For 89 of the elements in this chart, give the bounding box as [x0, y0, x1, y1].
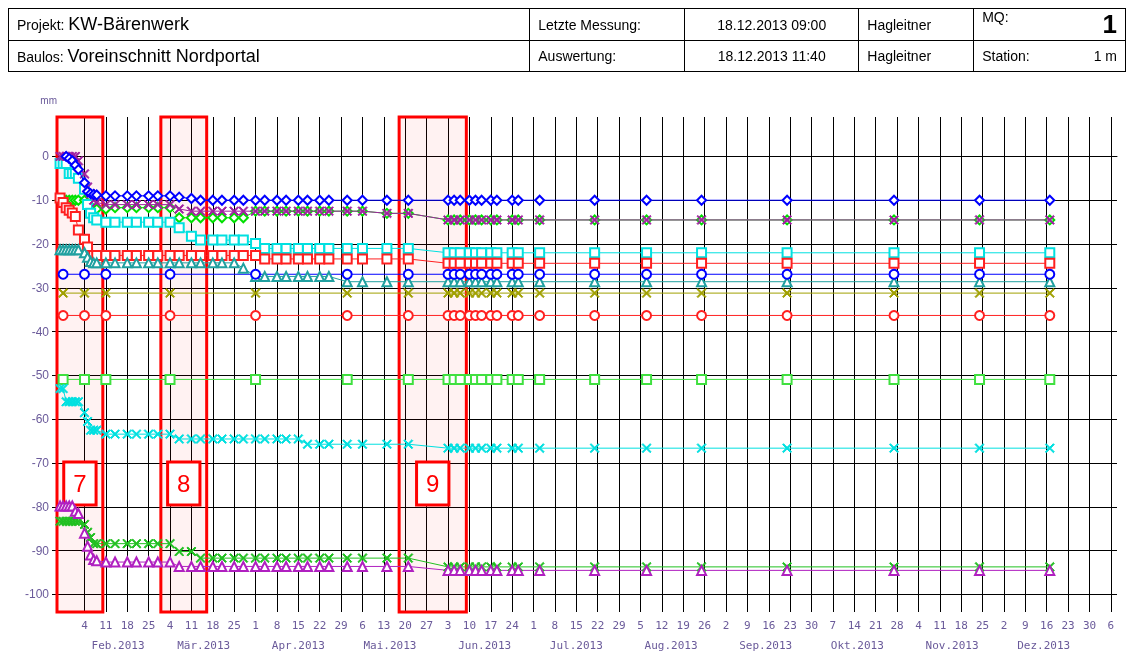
- x-tick-label: 27: [420, 619, 434, 632]
- x-tick-label: 25: [975, 619, 990, 632]
- text: 1: [1102, 9, 1117, 40]
- y-tick-label: 0: [42, 149, 50, 164]
- x-tick-label: 2: [1000, 619, 1008, 632]
- band-label: 8: [177, 470, 191, 497]
- x-tick-label: 22: [313, 619, 327, 632]
- y-tick-label: -30: [31, 280, 50, 295]
- x-tick-label: 11: [99, 619, 113, 632]
- x-tick-label: 18: [120, 619, 134, 632]
- x-tick-label: 1: [252, 619, 259, 632]
- text: 18.12.2013 09:00: [684, 8, 859, 41]
- band-label: 7: [73, 470, 87, 497]
- x2-tick-label: Okt.2013: [830, 639, 884, 652]
- text: Letzte Messung:: [529, 8, 685, 41]
- x-tick-label: 28: [890, 619, 904, 632]
- text: KW-Bärenwerk: [68, 14, 190, 34]
- text: Hagleitner: [858, 40, 974, 72]
- x-tick-label: 26: [697, 619, 712, 632]
- x-tick-label: 11: [184, 619, 199, 632]
- x-tick-label: 5: [637, 619, 644, 632]
- x-tick-label: 25: [142, 619, 156, 632]
- x-tick-label: 18: [954, 619, 968, 632]
- x-tick-label: 7: [829, 619, 837, 632]
- x-tick-label: 8: [551, 619, 559, 632]
- x-tick-label: 24: [505, 619, 520, 632]
- text: Projekt:: [17, 17, 65, 33]
- x-tick-label: 15: [569, 619, 583, 632]
- x-tick-label: 23: [1061, 619, 1075, 632]
- y-tick-label: -50: [31, 368, 50, 383]
- y-axis-title: mm: [40, 94, 57, 106]
- text: Baulos:: [17, 48, 64, 65]
- x-tick-label: 3: [444, 619, 452, 632]
- x-tick-label: 16: [1040, 619, 1054, 632]
- x-tick-label: 19: [676, 619, 690, 632]
- x-tick-label: 25: [227, 619, 241, 632]
- x-tick-label: 8: [273, 619, 281, 632]
- x-tick-label: 12: [655, 619, 669, 632]
- x-tick-label: 13: [377, 619, 391, 632]
- x-tick-label: 4: [166, 619, 174, 632]
- x-tick-label: 9: [744, 619, 751, 632]
- x2-tick-label: Feb.2013: [91, 639, 145, 652]
- text: 1 m: [1093, 48, 1117, 64]
- x2-tick-label: Aug.2013: [644, 639, 698, 652]
- y-tick-label: -20: [31, 237, 50, 252]
- x-tick-label: 4: [81, 619, 89, 632]
- x-tick-label: 6: [359, 619, 366, 632]
- x-tick-label: 16: [762, 619, 776, 632]
- x-tick-label: 22: [591, 619, 605, 632]
- x-tick-label: 11: [933, 619, 947, 632]
- x-tick-label: 29: [334, 619, 348, 632]
- y-tick-label: -60: [31, 412, 50, 427]
- text: Hagleitner: [858, 8, 974, 41]
- band-label: 9: [426, 470, 440, 497]
- x-tick-label: 17: [484, 619, 498, 632]
- x-tick-label: 18: [206, 619, 220, 632]
- x-tick-label: 2: [722, 619, 730, 632]
- x-tick-label: 10: [462, 619, 477, 632]
- y-tick-label: -80: [31, 499, 50, 514]
- x-tick-label: 30: [1082, 619, 1097, 632]
- x2-tick-label: Jul.2013: [549, 639, 603, 652]
- text: 18.12.2013 11:40: [684, 40, 859, 72]
- x-tick-label: 15: [291, 619, 305, 632]
- x-tick-label: 4: [915, 619, 923, 632]
- y-tick-label: -40: [31, 324, 50, 339]
- x2-tick-label: Mär.2013: [177, 639, 231, 652]
- x2-tick-label: Jun.2013: [458, 639, 512, 652]
- x2-tick-label: Apr.2013: [271, 639, 325, 652]
- text: MQ:: [982, 9, 1009, 25]
- x-tick-label: 14: [847, 619, 862, 632]
- x-tick-label: 30: [804, 619, 819, 632]
- y-tick-label: -90: [31, 543, 50, 558]
- x-tick-label: 21: [869, 619, 883, 632]
- x2-tick-label: Mai.2013: [363, 639, 417, 652]
- x-tick-label: 6: [1107, 619, 1115, 632]
- x2-tick-label: Sep.2013: [739, 639, 793, 652]
- y-tick-label: -70: [31, 456, 50, 471]
- x-tick-label: 1: [530, 619, 537, 632]
- x-tick-label: 29: [612, 619, 626, 632]
- x2-tick-label: Dez.2013: [1017, 639, 1071, 652]
- y-tick-label: -10: [31, 193, 50, 208]
- x-tick-label: 9: [1022, 619, 1029, 632]
- text: Station:: [982, 48, 1030, 64]
- x-tick-label: 20: [398, 619, 412, 632]
- text: Voreinschnitt Nordportal: [67, 45, 260, 66]
- y-tick-label: -100: [24, 587, 50, 602]
- text: Auswertung:: [529, 40, 685, 72]
- x2-tick-label: Nov.2013: [925, 639, 979, 652]
- x-tick-label: 23: [783, 619, 797, 632]
